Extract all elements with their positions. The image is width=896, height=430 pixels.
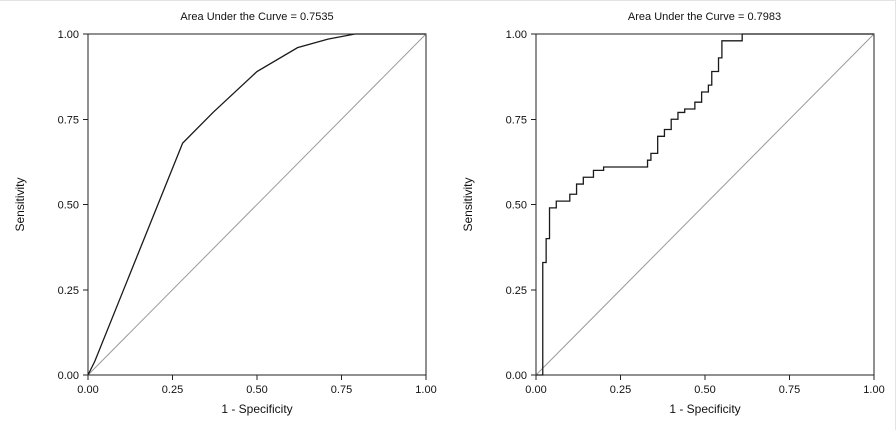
chart-title-left: Area Under the Curve = 0.7535 [180, 11, 334, 23]
roc-curve [87, 33, 426, 376]
y-tick-label: 1.00 [505, 29, 526, 41]
y-tick-label: 0.50 [58, 200, 79, 212]
roc-chart-left: 0.00 0.25 0.50 0.75 1.00 0.00 0.25 0.50 0.75 1.00… [13, 29, 437, 416]
y-axis-label: Sensitivity [461, 177, 475, 231]
x-tick-label: 1.00 [415, 384, 436, 396]
y-tick-label: 0.75 [505, 114, 526, 126]
x-tick-label: 0.75 [331, 384, 352, 396]
roc-curve [535, 33, 874, 376]
x-axis-label: 1 - Specificity [669, 402, 740, 416]
y-tick-label: 0.25 [58, 285, 79, 297]
x-tick-label: 0.00 [525, 384, 546, 396]
x-tick-label: 0.25 [609, 384, 630, 396]
y-tick-label: 0.75 [58, 114, 79, 126]
y-tick-label: 0.00 [505, 370, 526, 382]
roc-panel-right: Area Under the Curve = 0.7983 0.00 0.25 0.… [448, 1, 896, 430]
x-tick-label: 0.50 [694, 384, 715, 396]
x-tick-label: 1.00 [863, 384, 884, 396]
y-tick-label: 0.50 [505, 200, 526, 212]
reference-diagonal [535, 33, 874, 376]
y-tick-label: 0.25 [505, 285, 526, 297]
x-tick-label: 0.75 [778, 384, 799, 396]
x-axis-label: 1 - Specificity [221, 402, 292, 416]
x-tick-label: 0.50 [246, 384, 267, 396]
y-axis-label: Sensitivity [13, 177, 27, 231]
chart-title-right: Area Under the Curve = 0.7983 [627, 11, 782, 23]
roc-panel-left: Area Under the Curve = 0.7535 0.00 0.25 0.… [0, 1, 448, 430]
y-tick-label: 0.00 [58, 370, 79, 382]
x-tick-label: 0.25 [162, 384, 183, 396]
reference-diagonal [87, 33, 427, 376]
roc-chart-right: 0.00 0.25 0.50 0.75 1.00 0.00 0.25 0.50 0.75 1.00… [461, 29, 885, 416]
y-tick-label: 1.00 [58, 29, 79, 41]
x-tick-label: 0.00 [77, 384, 98, 396]
